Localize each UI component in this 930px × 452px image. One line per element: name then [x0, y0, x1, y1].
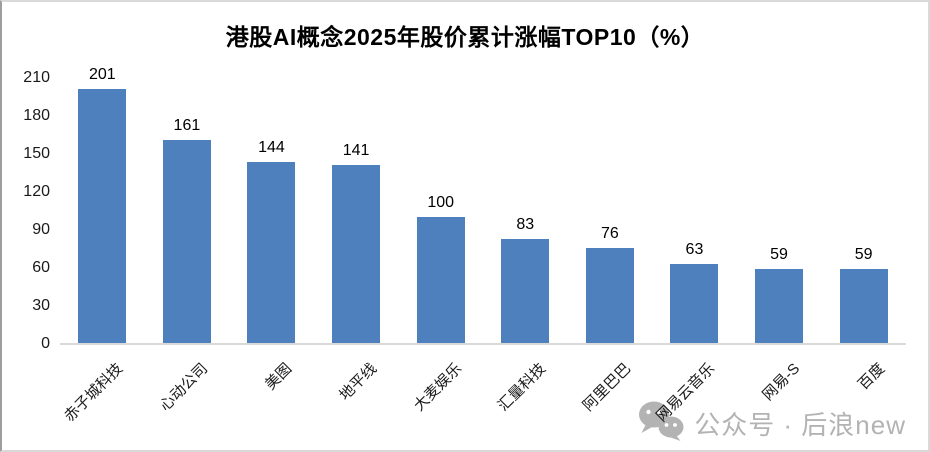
bar-value-label: 141	[342, 142, 370, 160]
bar-slot: 144	[229, 78, 314, 344]
chart-title: 港股AI概念2025年股价累计涨幅TOP10（%）	[225, 24, 705, 50]
y-axis: 0 30 60 90 120 150 180 210	[2, 69, 54, 352]
bar	[78, 89, 127, 344]
bar-slot: 59	[821, 78, 906, 344]
y-tick-label: 150	[23, 145, 50, 162]
bar-slot: 83	[483, 78, 568, 344]
bar-value-label: 100	[427, 194, 455, 212]
bar-slot: 76	[568, 78, 653, 344]
plot-area: 201 161 144 141 100 83 76 63 59 59	[60, 66, 906, 344]
x-label-slot: 地平线	[314, 350, 399, 450]
bar-value-label: 76	[600, 224, 619, 242]
y-tick-label: 60	[32, 259, 50, 276]
x-category-label: 心动公司	[156, 360, 212, 415]
bar-slot: 141	[314, 78, 399, 344]
x-category-label: 网易-S	[759, 360, 804, 404]
bar-value-label: 59	[770, 246, 788, 264]
wechat-icon	[636, 400, 686, 447]
bar-slot: 100	[398, 78, 483, 344]
bar-value-label: 201	[88, 66, 116, 84]
bar-value-label: 59	[854, 246, 873, 264]
y-tick-label: 210	[23, 69, 50, 86]
bar	[839, 269, 888, 344]
x-axis-line	[60, 343, 906, 345]
x-category-label: 网易云音乐	[653, 360, 719, 426]
x-axis-labels: 赤子城科技 心动公司 美图 地平线 大麦娱乐 汇量科技 阿里巴巴 网易云音乐 网易-S 百度	[60, 350, 906, 450]
x-label-slot: 网易云音乐	[652, 350, 737, 450]
bar-value-label: 161	[173, 117, 201, 135]
x-category-label: 地平线	[336, 360, 381, 404]
watermark-text: 公众号 · 后浪new	[694, 410, 906, 440]
bar-value-label: 63	[685, 241, 704, 259]
bar	[670, 264, 719, 344]
y-tick-label: 120	[23, 183, 50, 200]
x-label-slot: 美图	[229, 350, 314, 450]
bar-slot: 63	[652, 78, 737, 344]
x-category-label: 大麦娱乐	[410, 360, 465, 415]
bar	[332, 165, 381, 344]
x-category-label: 阿里巴巴	[579, 360, 635, 415]
bar	[247, 161, 296, 344]
bar	[585, 247, 634, 344]
bar-value-label: 83	[516, 215, 535, 233]
x-label-slot: 大麦娱乐	[398, 350, 483, 450]
y-tick-label: 90	[32, 221, 50, 238]
y-tick-label: 30	[32, 297, 50, 314]
y-tick-label: 0	[41, 335, 50, 352]
bar	[755, 269, 804, 344]
x-label-slot: 阿里巴巴	[568, 350, 653, 450]
watermark: 公众号 · 后浪new	[636, 400, 906, 447]
x-label-slot: 网易-S	[737, 350, 822, 450]
bar	[416, 217, 465, 344]
y-tick-label: 180	[23, 107, 50, 124]
x-label-slot: 百度	[821, 350, 906, 450]
bar	[162, 140, 211, 344]
bar-value-label: 144	[258, 138, 285, 156]
x-category-label: 百度	[854, 360, 888, 394]
x-category-label: 美图	[262, 360, 296, 394]
x-label-slot: 赤子城科技	[60, 350, 145, 450]
bar-slot: 201	[60, 66, 145, 344]
x-label-slot: 心动公司	[145, 350, 230, 450]
bar	[501, 238, 550, 344]
bar-slot: 161	[145, 78, 230, 344]
x-category-label: 汇量科技	[494, 360, 550, 415]
bar-slot: 59	[737, 78, 822, 344]
x-category-label: 赤子城科技	[61, 360, 127, 426]
x-label-slot: 汇量科技	[483, 350, 568, 450]
